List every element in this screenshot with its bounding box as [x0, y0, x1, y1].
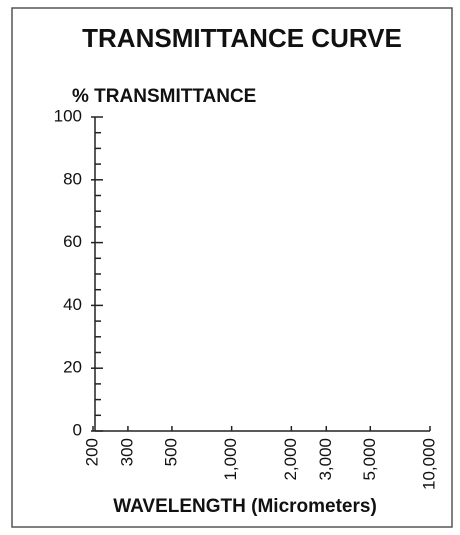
frame: [11, 7, 453, 528]
x-tick-label: 1,000: [221, 438, 240, 481]
x-tick-label: 5,000: [360, 438, 379, 481]
y-tick-label: 40: [63, 295, 82, 314]
y-tick-label: 20: [63, 358, 82, 377]
x-tick-label: 200: [82, 438, 101, 466]
x-axis-label: WAVELENGTH (Micrometers): [113, 496, 377, 517]
x-tick-label: 3,000: [316, 438, 335, 481]
x-tick-label: 2,000: [281, 438, 300, 481]
y-tick-label: 60: [63, 232, 82, 251]
y-axis-label: % TRANSMITTANCE: [72, 86, 256, 107]
x-tick-label: 500: [161, 438, 180, 466]
chart-title: TRANSMITTANCE CURVE: [82, 23, 402, 53]
y-tick-label: 0: [73, 420, 82, 439]
y-tick-label: 80: [63, 169, 82, 188]
x-tick-label: 10,000: [419, 438, 438, 490]
y-tick-label: 100: [54, 106, 82, 125]
x-tick-label: 300: [117, 438, 136, 466]
